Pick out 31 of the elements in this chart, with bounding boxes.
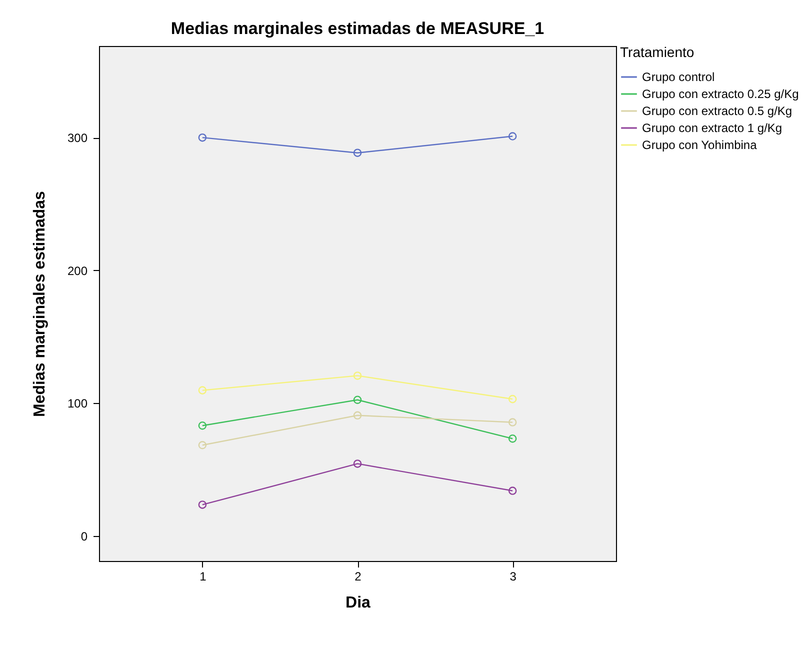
y-tick-label: 200 (67, 264, 88, 278)
point (198, 133, 207, 142)
point (198, 440, 207, 450)
legend-label: Grupo con extracto 0.5 g/Kg (642, 104, 792, 118)
legend-label: Grupo control (642, 70, 715, 84)
point (508, 418, 517, 426)
y-tick-label: 300 (67, 131, 88, 146)
point (353, 396, 362, 404)
legend-title: Tratamiento (620, 44, 694, 60)
y-tick-label: 0 (80, 529, 88, 544)
point (353, 460, 362, 468)
chart-title: Medias marginales estimadas de MEASURE_1 (170, 19, 544, 38)
point (198, 421, 207, 430)
point (508, 132, 517, 140)
x-tick-label: 3 (510, 570, 517, 584)
point (508, 486, 517, 495)
point (198, 386, 207, 394)
point (353, 372, 362, 380)
x-tick-label: 1 (200, 570, 207, 584)
x-tick-label: 2 (354, 570, 362, 584)
y-tick-label: 100 (67, 396, 88, 411)
legend-label: Grupo con Yohimbina (642, 138, 758, 152)
legend-label: Grupo con extracto 0.25 g/Kg (642, 87, 799, 101)
y-axis-title: Medias marginales estimadas (31, 190, 48, 417)
point (508, 394, 517, 404)
point (198, 500, 207, 509)
point (353, 411, 362, 420)
point (353, 148, 362, 157)
x-axis-title: Dia (346, 594, 371, 612)
legend-label: Grupo con extracto 1 g/Kg (642, 121, 782, 135)
point (508, 434, 517, 443)
